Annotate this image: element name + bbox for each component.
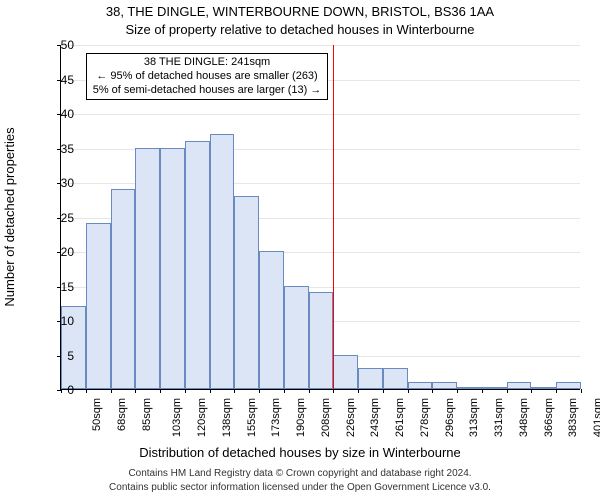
- bar: [457, 387, 482, 389]
- annotation-line2: ← 95% of detached houses are smaller (26…: [96, 70, 317, 82]
- xtick-label: 50sqm: [91, 398, 103, 431]
- xtick-mark: [210, 389, 211, 393]
- xtick-mark: [284, 389, 285, 393]
- ytick-label: 40: [44, 107, 74, 121]
- bar: [482, 387, 507, 389]
- xtick-mark: [185, 389, 186, 393]
- xtick-label: 296sqm: [444, 398, 456, 437]
- xtick-mark: [333, 389, 334, 393]
- xtick-label: 68sqm: [116, 398, 128, 431]
- bar: [432, 382, 457, 389]
- footer-line2: Contains public sector information licen…: [0, 482, 600, 493]
- ytick-label: 10: [44, 314, 74, 328]
- chart-frame: 38, THE DINGLE, WINTERBOURNE DOWN, BRIST…: [0, 0, 600, 500]
- gridline: [61, 114, 580, 115]
- xtick-mark: [556, 389, 557, 393]
- xtick-mark: [581, 389, 582, 393]
- xtick-label: 331sqm: [493, 398, 505, 437]
- xtick-label: 190sqm: [295, 398, 307, 437]
- bar: [234, 196, 259, 389]
- xtick-mark: [507, 389, 508, 393]
- xtick-label: 208sqm: [320, 398, 332, 437]
- reference-line: [333, 45, 334, 389]
- bar: [408, 382, 433, 389]
- annotation-line3: 5% of semi-detached houses are larger (1…: [93, 84, 322, 96]
- xtick-mark: [383, 389, 384, 393]
- xtick-label: 103sqm: [171, 398, 183, 437]
- ytick-label: 25: [44, 211, 74, 225]
- ytick-label: 15: [44, 280, 74, 294]
- y-axis-label: Number of detached properties: [2, 127, 17, 306]
- xtick-label: 313sqm: [469, 398, 481, 437]
- xtick-label: 138sqm: [221, 398, 233, 437]
- chart-title-line1: 38, THE DINGLE, WINTERBOURNE DOWN, BRIST…: [0, 4, 600, 19]
- xtick-label: 348sqm: [518, 398, 530, 437]
- xtick-label: 155sqm: [246, 398, 258, 437]
- ytick-label: 45: [44, 73, 74, 87]
- xtick-mark: [86, 389, 87, 393]
- bar: [160, 148, 185, 390]
- x-axis-label: Distribution of detached houses by size …: [0, 445, 600, 460]
- xtick-mark: [234, 389, 235, 393]
- bar: [210, 134, 235, 389]
- ytick-label: 50: [44, 38, 74, 52]
- bar: [135, 148, 160, 390]
- xtick-mark: [358, 389, 359, 393]
- bar: [358, 368, 383, 389]
- xtick-mark: [135, 389, 136, 393]
- bar: [507, 382, 532, 389]
- bar: [383, 368, 408, 389]
- ytick-label: 5: [44, 349, 74, 363]
- xtick-mark: [432, 389, 433, 393]
- xtick-mark: [259, 389, 260, 393]
- xtick-label: 278sqm: [419, 398, 431, 437]
- bar: [333, 355, 358, 390]
- plot-area: 38 THE DINGLE: 241sqm ← 95% of detached …: [60, 45, 580, 390]
- xtick-label: 243sqm: [370, 398, 382, 437]
- bar: [531, 387, 556, 389]
- xtick-label: 85sqm: [141, 398, 153, 431]
- bar: [111, 189, 136, 389]
- bar: [185, 141, 210, 389]
- xtick-label: 226sqm: [345, 398, 357, 437]
- xtick-label: 366sqm: [543, 398, 555, 437]
- xtick-label: 383sqm: [568, 398, 580, 437]
- xtick-label: 401sqm: [592, 398, 600, 437]
- bar: [284, 286, 309, 390]
- xtick-mark: [531, 389, 532, 393]
- bar: [86, 223, 111, 389]
- ytick-label: 20: [44, 245, 74, 259]
- annotation-title: 38 THE DINGLE: 241sqm: [144, 56, 270, 68]
- xtick-mark: [160, 389, 161, 393]
- gridline: [61, 45, 580, 46]
- chart-title-line2: Size of property relative to detached ho…: [0, 22, 600, 37]
- xtick-mark: [309, 389, 310, 393]
- bar: [309, 292, 334, 389]
- ytick-label: 30: [44, 176, 74, 190]
- footer-line1: Contains HM Land Registry data © Crown c…: [0, 468, 600, 479]
- xtick-mark: [482, 389, 483, 393]
- xtick-label: 173sqm: [270, 398, 282, 437]
- xtick-mark: [111, 389, 112, 393]
- xtick-mark: [457, 389, 458, 393]
- ytick-label: 35: [44, 142, 74, 156]
- bar: [556, 382, 581, 389]
- xtick-label: 120sqm: [196, 398, 208, 437]
- xtick-mark: [408, 389, 409, 393]
- bar: [259, 251, 284, 389]
- ytick-label: 0: [44, 383, 74, 397]
- xtick-label: 261sqm: [394, 398, 406, 437]
- annotation-box: 38 THE DINGLE: 241sqm ← 95% of detached …: [86, 53, 329, 100]
